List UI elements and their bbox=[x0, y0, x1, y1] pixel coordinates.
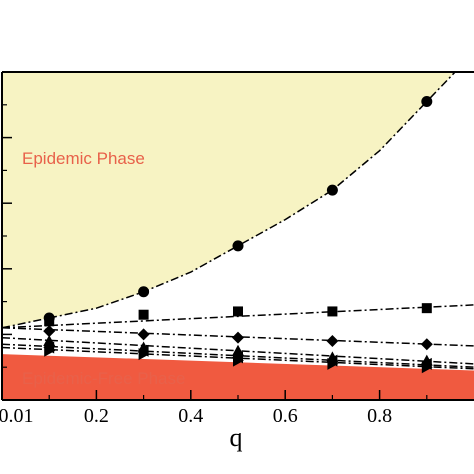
series-diamond-point bbox=[43, 325, 56, 338]
markers-layer bbox=[43, 96, 433, 374]
series-circle-point bbox=[326, 184, 338, 196]
x-tick-label: 0.01 bbox=[0, 405, 34, 427]
series-circle-point bbox=[421, 96, 433, 108]
series-square-point bbox=[421, 303, 432, 314]
series-circle-point bbox=[138, 286, 150, 298]
epidemic-phase-region bbox=[2, 72, 456, 328]
epidemic-phase-label: Epidemic Phase bbox=[22, 149, 145, 168]
x-tick-label: 0.4 bbox=[178, 405, 203, 427]
series-right-triangle-point bbox=[233, 354, 244, 367]
series-diamond-point bbox=[326, 334, 339, 347]
series-right-triangle-point bbox=[44, 344, 56, 357]
series-diamond-point bbox=[232, 331, 244, 344]
x-tick-label: 0.8 bbox=[367, 405, 392, 427]
series-diamond-point bbox=[137, 328, 150, 341]
x-axis-title: q bbox=[230, 423, 243, 452]
regions-layer bbox=[2, 72, 474, 400]
series-square-point bbox=[44, 316, 55, 327]
series-right-triangle-point bbox=[138, 348, 150, 361]
x-tick-label: 0.6 bbox=[273, 405, 298, 427]
series-circle-point bbox=[232, 240, 244, 252]
x-tick-label: 0.2 bbox=[84, 405, 109, 427]
series-diamond-point bbox=[420, 338, 433, 351]
series-right-triangle-point bbox=[327, 357, 339, 370]
series-square-point bbox=[233, 306, 243, 317]
epidemic-free-phase-region bbox=[2, 354, 474, 400]
series-circle-line bbox=[2, 72, 457, 329]
series-right-triangle-point bbox=[421, 361, 433, 374]
epidemic-free-phase-label: Epidemic-Free Phase bbox=[22, 369, 185, 388]
series-square-point bbox=[327, 306, 338, 317]
series-square-point bbox=[138, 309, 149, 320]
axes-layer: 0.01 0.2 0.4 0.6 0.8 bbox=[0, 71, 474, 427]
